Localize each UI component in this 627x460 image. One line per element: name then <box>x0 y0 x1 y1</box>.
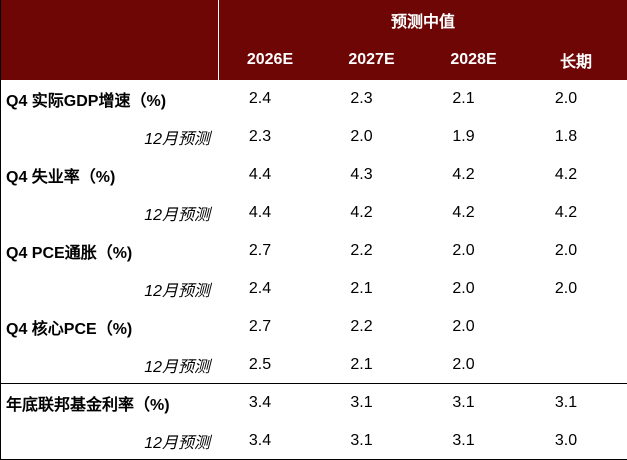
row-label: 年底联邦基金利率（%) <box>6 397 170 414</box>
value-cell: 4.2 <box>554 166 578 183</box>
sub-row-label: 12月预测 <box>144 283 210 300</box>
value-cell: 2.0 <box>350 128 373 145</box>
value-cell: 1.9 <box>452 128 475 145</box>
value-cell: 3.1 <box>452 432 475 449</box>
value-cell: 4.2 <box>452 204 475 221</box>
header-group: 预测中值 <box>219 0 627 40</box>
sub-row-label: 12月预测 <box>144 131 210 148</box>
value-cell: 3.4 <box>248 432 272 449</box>
value-cell: 2.1 <box>350 356 373 373</box>
value-cell: 3.4 <box>248 394 272 411</box>
sub-row-label: 12月预测 <box>144 207 210 224</box>
row-label: Q4 失业率（%) <box>6 169 116 186</box>
value-cell: 4.4 <box>248 166 272 183</box>
value-cell: 4.2 <box>554 204 578 221</box>
value-cell: 4.2 <box>350 204 373 221</box>
row-label: Q4 PCE通胀（%) <box>6 245 133 262</box>
value-cell: 3.1 <box>452 394 475 411</box>
column-header: 2028E <box>422 40 525 80</box>
section-rule <box>0 383 627 384</box>
value-cell: 3.0 <box>554 432 578 449</box>
value-cell: 4.4 <box>248 204 272 221</box>
value-cell: 3.1 <box>350 432 373 449</box>
row-label: Q4 实际GDP增速（%) <box>6 93 167 110</box>
column-header: 2027E <box>321 40 422 80</box>
value-cell: 3.1 <box>350 394 373 411</box>
value-cell: 2.7 <box>248 242 272 259</box>
value-cell: 2.0 <box>452 242 475 259</box>
column-header: 2026E <box>219 40 321 80</box>
value-cell: 2.4 <box>248 280 272 297</box>
value-cell: 2.0 <box>554 242 578 259</box>
value-cell: 3.1 <box>554 394 578 411</box>
left-border <box>0 0 1 460</box>
value-cell: 4.3 <box>350 166 373 183</box>
value-cell: 2.5 <box>248 356 272 373</box>
value-cell: 2.0 <box>452 356 475 373</box>
value-cell: 2.0 <box>554 90 578 107</box>
value-cell: 2.4 <box>248 90 272 107</box>
header-corner <box>0 0 218 80</box>
value-cell: 2.3 <box>350 90 373 107</box>
value-cell: 2.1 <box>452 90 475 107</box>
value-cell: 2.0 <box>452 280 475 297</box>
value-cell: 2.0 <box>554 280 578 297</box>
value-cell: 2.1 <box>350 280 373 297</box>
value-cell: 4.2 <box>452 166 475 183</box>
value-cell: 2.2 <box>350 318 373 335</box>
value-cell: 1.8 <box>554 128 578 145</box>
value-cell: 2.2 <box>350 242 373 259</box>
sub-row-label: 12月预测 <box>144 435 210 452</box>
row-label: Q4 核心PCE（%) <box>6 321 133 338</box>
value-cell: 2.7 <box>248 318 272 335</box>
value-cell: 2.3 <box>248 128 272 145</box>
value-cell: 2.0 <box>452 318 475 335</box>
column-header: 长期 <box>525 40 627 80</box>
sub-row-label: 12月预测 <box>144 359 210 376</box>
